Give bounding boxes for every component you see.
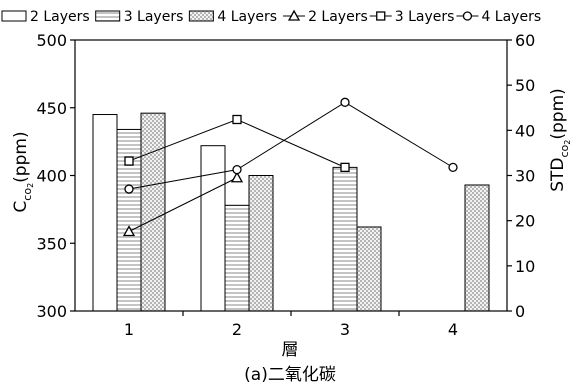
right-tick-label: 20 <box>515 212 535 231</box>
right-tick-label: 40 <box>515 121 535 140</box>
right-axis-title: STDco2(ppm) <box>548 88 572 192</box>
line-series-circle <box>128 101 454 190</box>
point-square-c2 <box>232 114 242 125</box>
legend-label-line-1: 2 Layers <box>308 9 368 25</box>
legend-marker-square <box>376 11 386 21</box>
left-axis-title: Cco2(ppm) <box>11 131 35 212</box>
left-tick-label: 350 <box>36 234 67 253</box>
right-tick-label: 10 <box>515 257 535 276</box>
left-tick-label: 400 <box>36 167 67 186</box>
point-triangle-c1 <box>122 225 136 237</box>
legend-label-bar-3: 4 Layers <box>217 9 277 25</box>
left-tick-label: 300 <box>36 302 67 321</box>
bar-s1-c1 <box>92 114 118 312</box>
point-circle-c4 <box>448 162 458 173</box>
bar-s3-c2 <box>248 175 274 312</box>
right-axis-title-subsub: 2 <box>563 140 572 145</box>
bar-s2-c2 <box>224 204 250 312</box>
right-axis-title-tail: (ppm) <box>548 88 568 139</box>
legend-label-line-3: 4 Layers <box>481 9 541 25</box>
left-tick-label: 450 <box>36 99 67 118</box>
point-square-c3 <box>340 162 350 173</box>
lines <box>122 97 458 237</box>
point-circle-c2 <box>232 164 242 175</box>
legend-swatch-bar-1 <box>1 10 27 22</box>
legend-swatch-bar-3 <box>188 10 214 22</box>
point-triangle-c2 <box>230 171 244 183</box>
bar-s3-c4 <box>464 184 490 312</box>
x-tick-label: 2 <box>232 320 242 339</box>
right-axis: 0 10 20 30 40 50 60 <box>507 31 535 321</box>
right-tick-label: 50 <box>515 76 535 95</box>
right-axis-title-main: STD <box>548 158 568 192</box>
point-circle-c1 <box>124 184 134 194</box>
left-axis-title-main: C <box>11 201 31 213</box>
right-tick-label: 0 <box>515 302 525 321</box>
legend-marker-triangle <box>287 9 301 21</box>
legend-swatch-bar-2 <box>95 10 121 22</box>
legend-label-line-2: 3 Layers <box>395 9 455 25</box>
x-tick-label: 1 <box>124 320 134 339</box>
point-square-c1 <box>124 156 134 166</box>
x-axis: 1 2 3 4 <box>124 311 458 339</box>
bars <box>92 112 490 312</box>
legend: 2 Layers 3 Layers 4 Layers 2 Layers 3 Layers… <box>1 9 541 25</box>
bar-s3-c3 <box>356 226 382 312</box>
left-tick-label: 500 <box>36 31 67 50</box>
caption: (a)二氧化碳 <box>244 365 336 385</box>
left-axis-title-subsub: 2 <box>26 183 35 188</box>
left-axis-title-sub: co <box>21 188 34 201</box>
bar-s2-c3 <box>332 166 358 312</box>
line-series-triangle <box>128 177 238 232</box>
x-tick-label: 3 <box>340 320 350 339</box>
right-tick-label: 30 <box>515 167 535 186</box>
legend-label-bar-1: 2 Layers <box>30 9 90 25</box>
legend-marker-circle <box>462 11 473 21</box>
legend-label-bar-2: 3 Layers <box>124 9 184 25</box>
point-circle-c3 <box>340 97 350 107</box>
left-axis: 300 350 400 450 500 <box>36 31 75 321</box>
right-axis-title-sub: co <box>558 144 571 157</box>
x-axis-title: 層 <box>282 340 299 360</box>
bar-s1-c2 <box>200 145 226 312</box>
left-axis-title-tail: (ppm) <box>11 131 31 182</box>
bar-s3-c1 <box>140 112 166 312</box>
x-tick-label: 4 <box>448 320 458 339</box>
right-tick-label: 60 <box>515 31 535 50</box>
